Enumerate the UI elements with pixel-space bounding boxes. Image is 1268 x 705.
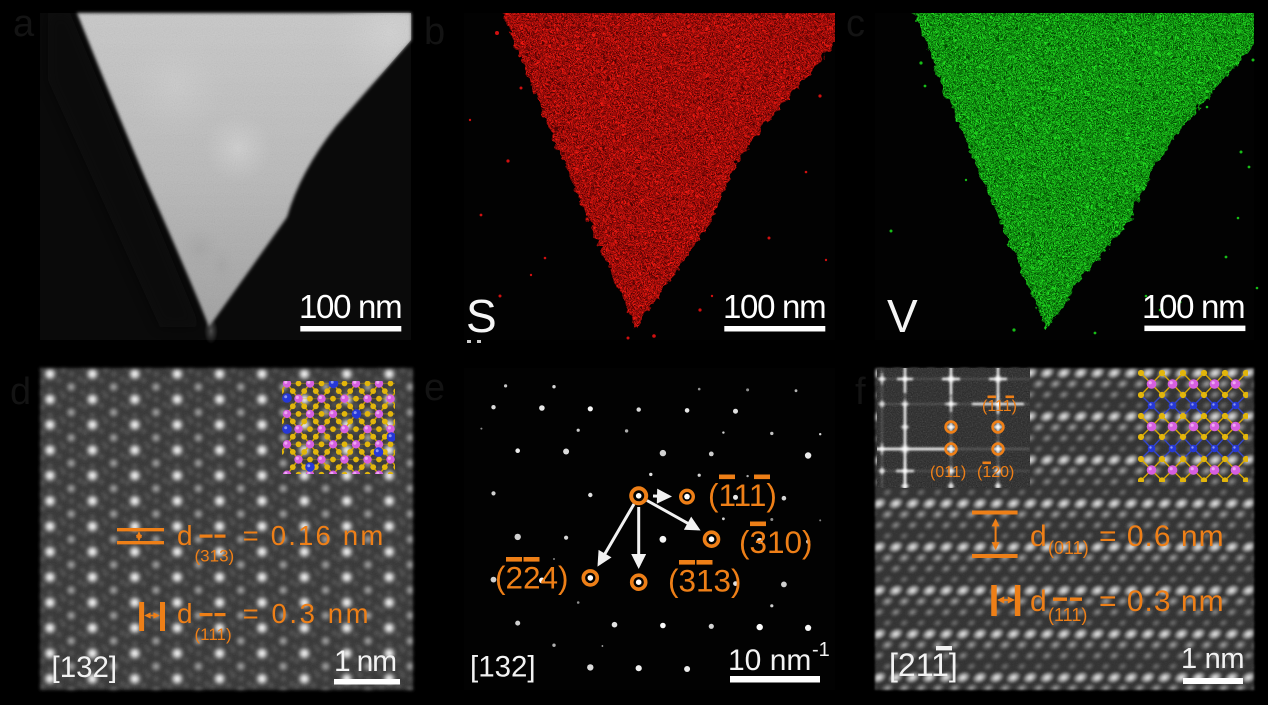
svg-text:V: V	[887, 290, 918, 342]
svg-text:= 0.16 nm: = 0.16 nm	[243, 520, 386, 551]
svg-text:[132]: [132]	[52, 651, 118, 684]
svg-text:(011): (011)	[930, 464, 966, 481]
svg-text:(011): (011)	[1048, 538, 1089, 558]
svg-text:10 nm: 10 nm	[728, 644, 811, 677]
svg-text:[211]: [211]	[889, 647, 958, 683]
svg-text:a: a	[13, 3, 35, 45]
svg-text:d: d	[1030, 520, 1047, 553]
svg-text:c: c	[846, 3, 865, 45]
svg-text:100 nm: 100 nm	[723, 288, 825, 325]
svg-text:(111): (111)	[982, 398, 1017, 415]
svg-text:1 nm: 1 nm	[334, 645, 396, 678]
svg-text:= 0.3 nm: = 0.3 nm	[1099, 585, 1225, 618]
svg-text:d: d	[177, 520, 193, 551]
svg-text:S: S	[466, 290, 497, 342]
svg-text:(313): (313)	[195, 547, 235, 566]
svg-text:(310): (310)	[739, 524, 813, 560]
svg-text:e: e	[424, 367, 445, 409]
svg-text:100 nm: 100 nm	[299, 288, 401, 325]
svg-text:[132]: [132]	[470, 651, 536, 684]
svg-text:d: d	[177, 598, 193, 629]
svg-text:(111): (111)	[1048, 605, 1087, 625]
svg-text:-1: -1	[812, 639, 830, 661]
svg-text:(120): (120)	[977, 464, 1014, 481]
svg-text:= 0.6 nm: = 0.6 nm	[1099, 520, 1225, 553]
svg-text:(224): (224)	[495, 560, 569, 596]
svg-text:(111): (111)	[195, 625, 232, 644]
svg-text:100 nm: 100 nm	[1142, 288, 1244, 325]
svg-text:d: d	[1030, 585, 1047, 618]
svg-text:(111): (111)	[708, 477, 777, 513]
svg-text:d: d	[10, 371, 31, 413]
svg-text:1 nm: 1 nm	[1181, 643, 1244, 675]
svg-text:= 0.3 nm: = 0.3 nm	[243, 598, 372, 629]
svg-text:(313): (313)	[668, 563, 742, 599]
svg-text:b: b	[424, 11, 445, 53]
svg-text:f: f	[855, 371, 866, 413]
